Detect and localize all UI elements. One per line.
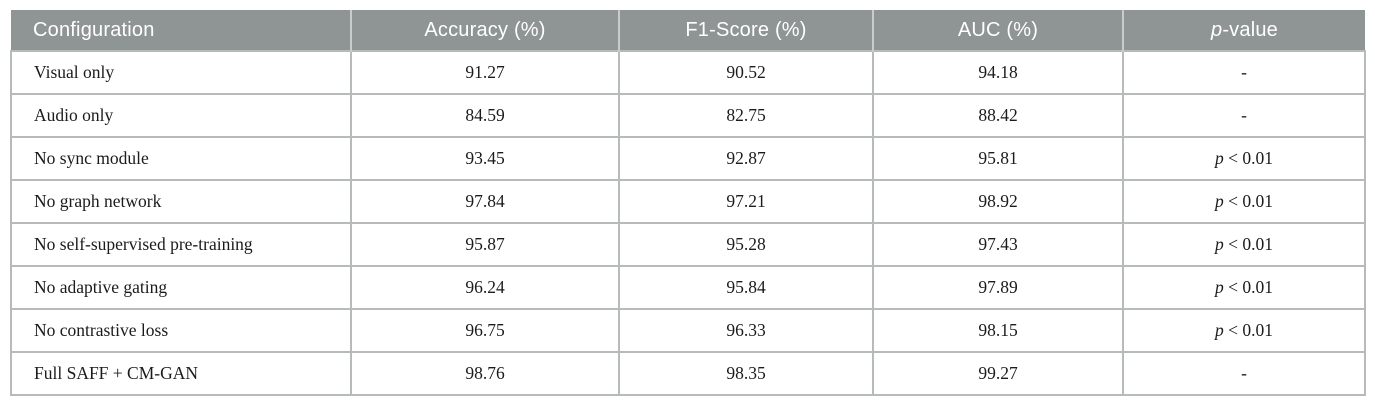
- cell-p-value: p < 0.01: [1122, 136, 1366, 181]
- header-f1-score: F1-Score (%): [618, 10, 873, 51]
- p-italic: p: [1215, 191, 1224, 211]
- cell-configuration: No adaptive gating: [10, 265, 352, 310]
- cell-p-value: -: [1122, 50, 1366, 95]
- cell-p-value: -: [1122, 93, 1366, 138]
- cell-accuracy: 98.76: [350, 351, 620, 396]
- header-p-value: p-value: [1122, 10, 1365, 51]
- cell-accuracy: 95.87: [350, 222, 620, 267]
- table-row: Visual only 91.27 90.52 94.18 -: [10, 50, 1366, 95]
- cell-p-value: -: [1122, 351, 1366, 396]
- cell-f1: 96.33: [618, 308, 874, 353]
- table-header-row: Configuration Accuracy (%) F1-Score (%) …: [11, 10, 1365, 51]
- cell-p-value: p < 0.01: [1122, 179, 1366, 224]
- cell-accuracy: 93.45: [350, 136, 620, 181]
- cell-auc: 99.27: [872, 351, 1124, 396]
- cell-f1: 98.35: [618, 351, 874, 396]
- p-rest: -: [1241, 105, 1247, 125]
- ablation-results-table: Configuration Accuracy (%) F1-Score (%) …: [10, 10, 1366, 396]
- cell-accuracy: 96.24: [350, 265, 620, 310]
- p-rest: < 0.01: [1223, 234, 1273, 254]
- cell-configuration: No sync module: [10, 136, 352, 181]
- table-row: No adaptive gating 96.24 95.84 97.89 p <…: [10, 265, 1366, 310]
- p-italic: p: [1215, 320, 1224, 340]
- cell-p-value: p < 0.01: [1122, 308, 1366, 353]
- header-configuration: Configuration: [11, 10, 351, 51]
- cell-p-value: p < 0.01: [1122, 222, 1366, 267]
- p-rest: < 0.01: [1223, 191, 1273, 211]
- p-rest: < 0.01: [1223, 277, 1273, 297]
- header-p-value-italic: p: [1210, 18, 1223, 41]
- p-rest: < 0.01: [1223, 148, 1273, 168]
- p-rest: -: [1241, 62, 1247, 82]
- header-auc: AUC (%): [872, 10, 1123, 51]
- cell-configuration: Audio only: [10, 93, 352, 138]
- cell-configuration: No self-supervised pre-training: [10, 222, 352, 267]
- p-rest: -: [1241, 363, 1247, 383]
- cell-auc: 88.42: [872, 93, 1124, 138]
- table-row: No self-supervised pre-training 95.87 95…: [10, 222, 1366, 267]
- cell-f1: 95.84: [618, 265, 874, 310]
- p-rest: < 0.01: [1223, 320, 1273, 340]
- cell-auc: 94.18: [872, 50, 1124, 95]
- cell-f1: 82.75: [618, 93, 874, 138]
- cell-accuracy: 97.84: [350, 179, 620, 224]
- cell-auc: 98.92: [872, 179, 1124, 224]
- cell-auc: 98.15: [872, 308, 1124, 353]
- cell-configuration: No graph network: [10, 179, 352, 224]
- cell-configuration: No contrastive loss: [10, 308, 352, 353]
- p-italic: p: [1215, 234, 1224, 254]
- header-p-value-rest: -value: [1222, 18, 1278, 41]
- table-row: No sync module 93.45 92.87 95.81 p < 0.0…: [10, 136, 1366, 181]
- cell-accuracy: 84.59: [350, 93, 620, 138]
- cell-accuracy: 91.27: [350, 50, 620, 95]
- cell-configuration: Full SAFF + CM-GAN: [10, 351, 352, 396]
- p-italic: p: [1215, 148, 1224, 168]
- cell-auc: 97.89: [872, 265, 1124, 310]
- p-italic: p: [1215, 277, 1224, 297]
- cell-f1: 97.21: [618, 179, 874, 224]
- cell-f1: 95.28: [618, 222, 874, 267]
- cell-f1: 90.52: [618, 50, 874, 95]
- header-accuracy: Accuracy (%): [350, 10, 619, 51]
- table-row: Audio only 84.59 82.75 88.42 -: [10, 93, 1366, 138]
- table-row: No contrastive loss 96.75 96.33 98.15 p …: [10, 308, 1366, 353]
- cell-auc: 95.81: [872, 136, 1124, 181]
- cell-configuration: Visual only: [10, 50, 352, 95]
- table-row: Full SAFF + CM-GAN 98.76 98.35 99.27 -: [10, 351, 1366, 396]
- cell-accuracy: 96.75: [350, 308, 620, 353]
- cell-f1: 92.87: [618, 136, 874, 181]
- cell-p-value: p < 0.01: [1122, 265, 1366, 310]
- cell-auc: 97.43: [872, 222, 1124, 267]
- table-row: No graph network 97.84 97.21 98.92 p < 0…: [10, 179, 1366, 224]
